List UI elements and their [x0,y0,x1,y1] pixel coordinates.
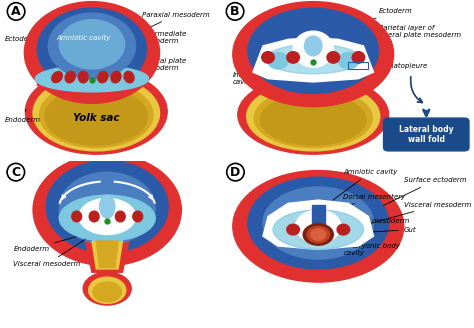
Ellipse shape [352,51,365,63]
Polygon shape [253,38,374,82]
Text: Ectoderm: Ectoderm [346,9,412,29]
Text: Embryonic body
cavity: Embryonic body cavity [291,238,401,256]
Text: Intra-embryonic
cavity: Intra-embryonic cavity [233,72,289,85]
Circle shape [37,8,146,90]
Text: Yolk sac: Yolk sac [73,113,119,123]
Text: Surface ectoderm: Surface ectoderm [383,177,466,205]
Circle shape [24,2,160,103]
Polygon shape [312,205,325,226]
Ellipse shape [304,36,322,56]
Ellipse shape [33,75,160,151]
Ellipse shape [293,31,333,67]
Ellipse shape [78,72,89,83]
Ellipse shape [45,88,147,145]
Ellipse shape [337,224,350,235]
Text: Lateral body
wall fold: Lateral body wall fold [399,125,454,144]
Ellipse shape [133,211,143,222]
Ellipse shape [72,211,82,222]
Ellipse shape [100,195,115,218]
Circle shape [46,161,168,253]
Text: Parietal mesoderm: Parietal mesoderm [278,218,410,231]
Text: B: B [230,5,240,18]
Ellipse shape [52,72,63,83]
Polygon shape [85,241,129,272]
Text: Visceral mesoderm: Visceral mesoderm [13,239,85,267]
Text: C: C [11,166,20,179]
Text: D: D [230,166,241,179]
Ellipse shape [311,229,326,240]
Ellipse shape [265,44,361,74]
Text: Dorsal mesentery: Dorsal mesentery [328,194,405,212]
Ellipse shape [327,51,339,63]
Ellipse shape [59,195,155,241]
Circle shape [33,154,182,266]
Ellipse shape [287,224,300,235]
Ellipse shape [303,224,333,245]
Text: Intermediate
mesoderm: Intermediate mesoderm [125,31,188,55]
Circle shape [263,187,374,259]
Ellipse shape [98,72,108,83]
Ellipse shape [26,69,167,154]
Ellipse shape [124,72,134,83]
Ellipse shape [89,277,126,303]
Ellipse shape [254,89,372,148]
Circle shape [233,171,404,282]
FancyBboxPatch shape [383,118,469,151]
Ellipse shape [65,72,75,83]
Ellipse shape [238,75,389,154]
Polygon shape [96,241,118,267]
Text: Gut: Gut [334,227,416,234]
Text: Parietal layer of
lateral plate mesoderm: Parietal layer of lateral plate mesoderm [351,25,461,45]
Polygon shape [37,74,146,85]
Ellipse shape [296,210,341,243]
Ellipse shape [307,226,329,243]
Text: Lateral plate
mesoderm: Lateral plate mesoderm [129,57,186,73]
Text: Somatopleure: Somatopleure [364,63,428,69]
Text: Visceral mesoderm: Visceral mesoderm [351,202,471,229]
Text: Paraxial mesoderm: Paraxial mesoderm [120,12,210,41]
Circle shape [233,2,393,107]
Text: A: A [11,5,21,18]
Ellipse shape [273,210,364,249]
FancyArrowPatch shape [410,76,422,103]
Text: Ectoderm: Ectoderm [5,36,38,46]
Polygon shape [92,241,122,269]
Ellipse shape [115,211,125,222]
Ellipse shape [40,82,153,148]
Text: Endoderm: Endoderm [13,234,87,252]
Text: Amniotic cavity: Amniotic cavity [56,35,110,41]
Circle shape [248,8,379,93]
Ellipse shape [246,82,380,151]
Ellipse shape [35,66,149,92]
Ellipse shape [110,72,121,83]
Ellipse shape [89,211,99,222]
Text: Endoderm: Endoderm [5,109,41,123]
Text: Amniotic cavity: Amniotic cavity [333,169,398,200]
Ellipse shape [93,282,121,302]
Ellipse shape [83,272,131,305]
Circle shape [48,13,136,79]
Ellipse shape [287,51,300,63]
Ellipse shape [79,198,136,235]
Ellipse shape [268,52,288,69]
Polygon shape [263,200,374,249]
Circle shape [59,172,155,244]
Ellipse shape [261,94,366,145]
Circle shape [248,177,389,269]
Ellipse shape [338,52,358,69]
Circle shape [59,20,125,69]
Ellipse shape [262,51,274,63]
